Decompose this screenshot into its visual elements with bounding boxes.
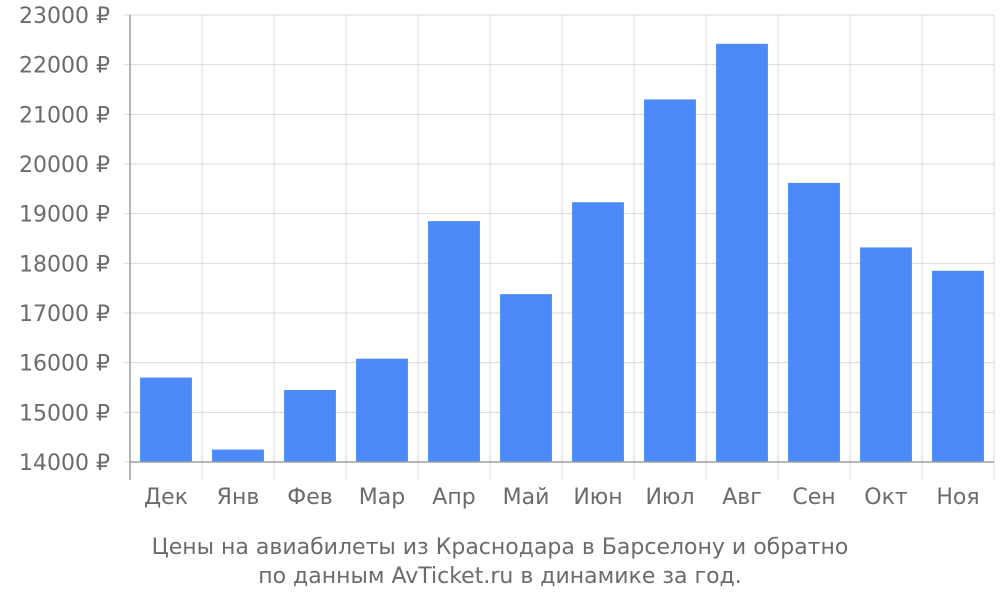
chart-caption-line-2: по данным AvTicket.ru в динамике за год. — [258, 564, 742, 589]
bar-1 — [140, 377, 192, 462]
chart-caption-line-1: Цены на авиабилеты из Краснодара в Барсе… — [151, 535, 849, 560]
bar-6 — [500, 294, 552, 462]
bar-3 — [284, 389, 336, 462]
y-tick-label: 19000 ₽ — [19, 203, 110, 228]
y-tick-label: 21000 ₽ — [19, 103, 110, 128]
y-tick-label: 17000 ₽ — [19, 302, 110, 327]
y-tick-label: 15000 ₽ — [19, 401, 110, 426]
bar-4 — [356, 358, 408, 462]
x-tick-label: Сен — [792, 485, 835, 510]
x-tick-label: Мар — [359, 485, 405, 510]
bar-9 — [716, 43, 768, 462]
bar-10 — [788, 182, 840, 462]
bar-12 — [932, 270, 984, 462]
y-tick-label: 23000 ₽ — [19, 4, 110, 29]
x-tick-labels: Дек Янв Фев Мар Апр Май Июн Июл Авг Сен Окт Ноя — [144, 485, 980, 510]
y-tick-label: 18000 ₽ — [19, 252, 110, 277]
x-tick-label: Фев — [287, 485, 332, 510]
bar-2 — [212, 449, 264, 462]
y-tick-label: 16000 ₽ — [19, 352, 110, 377]
x-tick-label: Окт — [864, 485, 908, 510]
x-tick-label: Май — [503, 485, 550, 510]
x-tick-label: Июн — [573, 485, 622, 510]
bar-11 — [860, 247, 912, 462]
x-tick-label: Янв — [217, 485, 260, 510]
y-tick-label: 14000 ₽ — [19, 451, 110, 476]
gridlines — [124, 14, 995, 480]
y-tick-label: 22000 ₽ — [19, 54, 110, 79]
bar-5 — [428, 221, 480, 462]
x-tick-label: Ноя — [936, 485, 979, 510]
y-tick-labels: 14000 ₽ 15000 ₽ 16000 ₽ 17000 ₽ 18000 ₽ 19000… — [19, 4, 110, 476]
y-tick-label: 20000 ₽ — [19, 153, 110, 178]
bars — [140, 43, 984, 462]
x-tick-label: Авг — [722, 485, 762, 510]
x-tick-label: Июл — [645, 485, 694, 510]
x-tick-label: Дек — [144, 485, 188, 510]
axes — [129, 15, 994, 480]
bar-8 — [644, 99, 696, 462]
x-tick-label: Апр — [432, 485, 475, 510]
bar-7 — [572, 202, 624, 462]
